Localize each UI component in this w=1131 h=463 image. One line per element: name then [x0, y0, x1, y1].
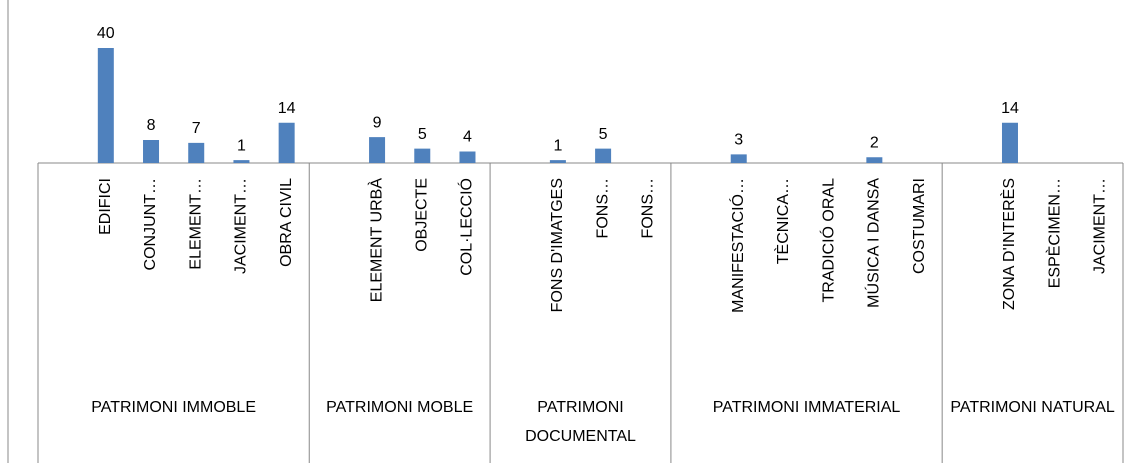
bar — [97, 48, 114, 163]
data-label: 2 — [870, 134, 879, 151]
x-tick-label: FONS D'IMATGES — [549, 178, 566, 312]
x-tick-label: ELEMENT URBÀ — [366, 178, 385, 303]
x-tick-label: OBRA CIVIL — [278, 178, 295, 267]
bar — [595, 148, 612, 163]
data-label: 9 — [373, 114, 382, 131]
x-tick-label: ZONA D'INTERÈS — [999, 178, 1018, 310]
x-tick-label: FONS… — [594, 178, 611, 238]
x-tick-label: COL·LECCIÓ — [457, 178, 476, 276]
x-tick-label: OBJECTE — [413, 178, 430, 252]
x-tick-label: TRADICIÓ ORAL — [818, 178, 837, 303]
x-tick-label: TÈCNICA… — [773, 178, 792, 264]
data-label: 14 — [1001, 100, 1019, 117]
bar — [278, 122, 295, 163]
group-label: PATRIMONI NATURAL — [950, 399, 1115, 416]
data-label: 4 — [463, 129, 472, 146]
bar — [459, 151, 476, 163]
data-label: 3 — [734, 132, 743, 149]
x-tick-label: JACIMENT… — [1092, 178, 1109, 274]
bar — [866, 157, 883, 163]
x-tick-label: MÚSICA I DANSA — [864, 178, 883, 308]
bar — [1001, 122, 1018, 163]
bar — [414, 148, 431, 163]
data-label: 8 — [147, 117, 156, 134]
group-label: PATRIMONI IMMOBLE — [91, 399, 256, 416]
x-tick-label: EDIFICI — [97, 178, 114, 235]
data-label: 14 — [278, 100, 296, 117]
x-tick-label: FONS… — [640, 178, 657, 238]
data-label: 1 — [553, 137, 562, 154]
bar — [549, 160, 566, 163]
x-tick-label: ELEMENT… — [187, 178, 204, 270]
x-tick-label: ESPÈCIMEN… — [1044, 178, 1063, 288]
data-label: 1 — [237, 137, 246, 154]
x-tick-label: JACIMENT… — [233, 178, 250, 274]
bar — [143, 140, 160, 163]
group-label: PATRIMONI DOCUMENTAL — [525, 399, 636, 445]
bar — [730, 154, 747, 163]
data-label: 7 — [192, 120, 201, 137]
data-label: 5 — [418, 126, 427, 143]
group-label: PATRIMONI MOBLE — [326, 399, 474, 416]
x-tick-label: COSTUMARI — [911, 178, 928, 274]
bar — [188, 142, 205, 163]
bar — [233, 160, 250, 163]
x-tick-label: CONJUNT… — [142, 178, 159, 270]
data-label: 5 — [599, 126, 608, 143]
bar — [369, 137, 386, 163]
group-label: PATRIMONI IMMATERIAL — [712, 399, 901, 416]
x-tick-label: MANIFESTACIÓ… — [728, 178, 747, 313]
data-label: 40 — [97, 25, 115, 42]
